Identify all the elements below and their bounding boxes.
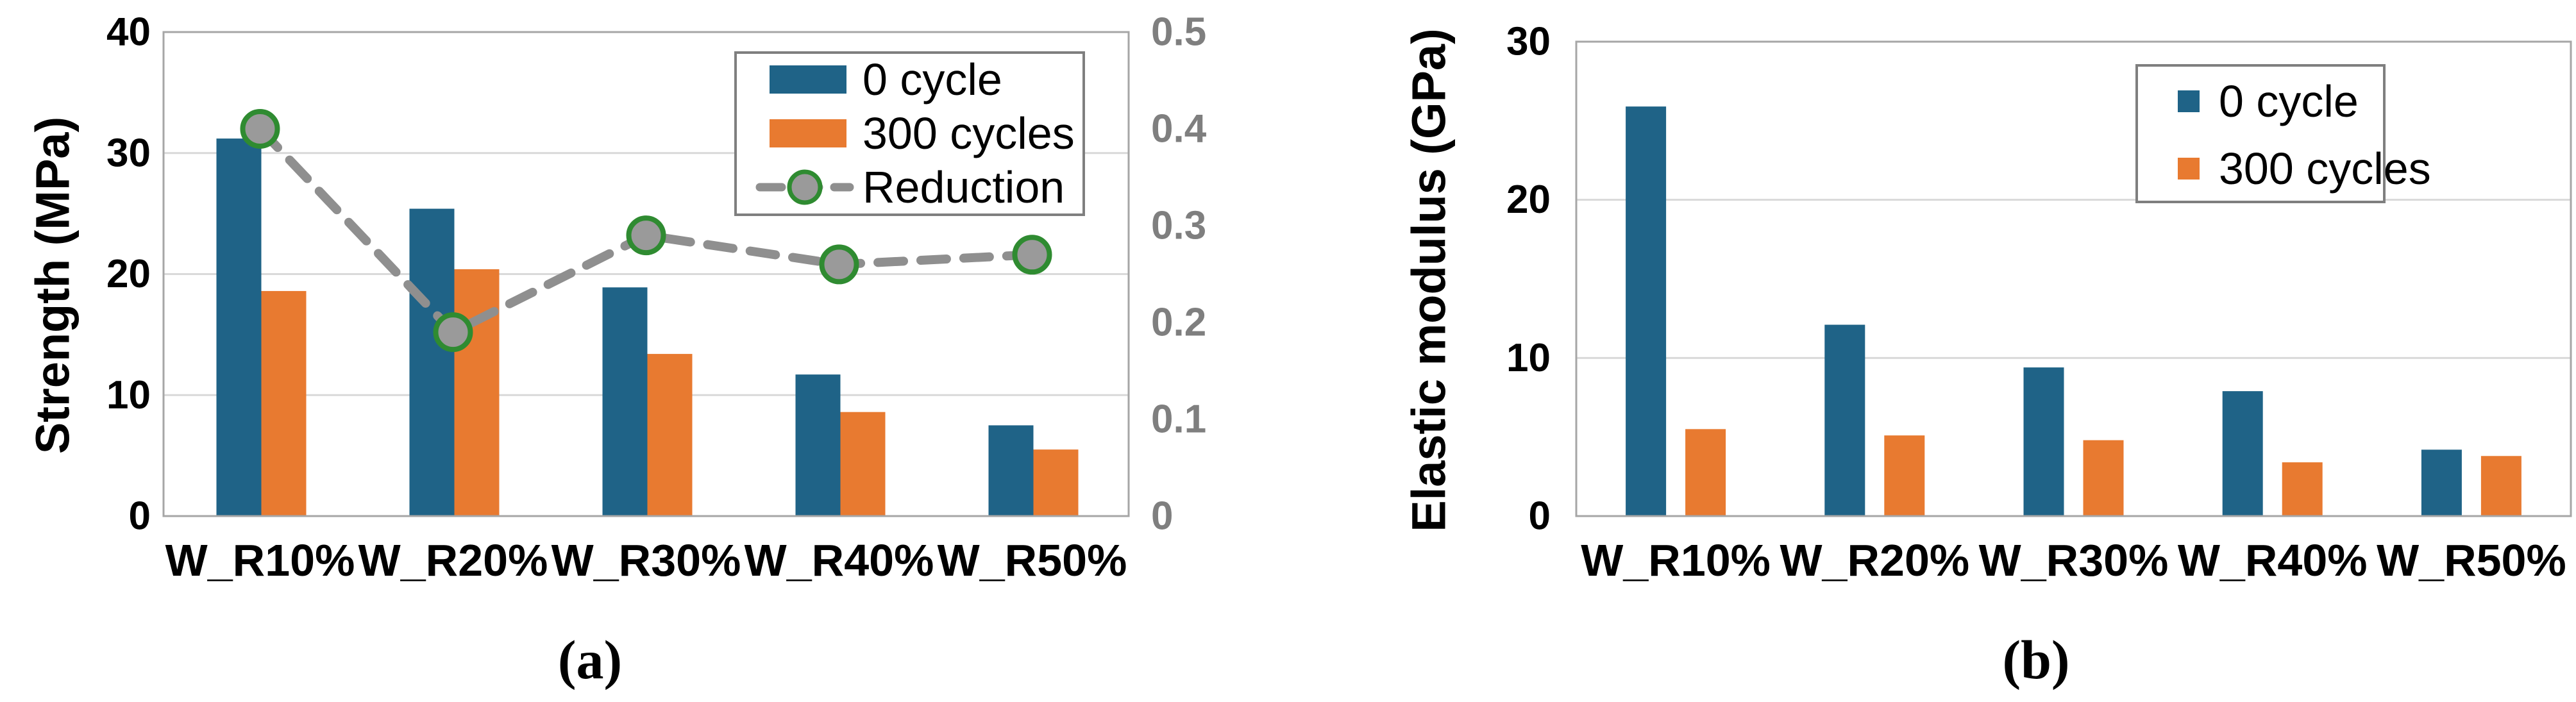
- bar-0-cycle: [795, 374, 841, 516]
- bar-0-cycle: [216, 138, 262, 517]
- x-axis-category-label: W_R10%: [1581, 535, 1771, 585]
- plot-border: [1575, 40, 2572, 517]
- reduction-marker: [433, 312, 473, 353]
- legend-label: 0 cycle: [2219, 76, 2359, 126]
- secondary-axis-tick-label: 0.3: [1151, 204, 1206, 248]
- chart-b-y-axis-title: Elastic modulus (GPa): [1402, 28, 1456, 531]
- bar-300-cycles: [1033, 449, 1079, 516]
- legend-swatch-1: [2178, 158, 2200, 180]
- legend-swatch-0: [2178, 90, 2200, 112]
- legend-label: 0 cycle: [863, 54, 1002, 104]
- y-axis-tick-label: 20: [106, 252, 151, 296]
- x-axis-category-label: W_R30%: [1979, 535, 2169, 585]
- x-axis-category-label: W_R20%: [1780, 535, 1969, 585]
- bar-series-0: [216, 138, 1034, 517]
- y-axis-tick-label: 10: [106, 373, 151, 417]
- bar-0-cycle: [2222, 391, 2263, 516]
- bar-0-cycle: [1824, 324, 1865, 516]
- bar-0-cycle: [2023, 367, 2064, 516]
- y-axis-tick-label: 0: [129, 494, 151, 539]
- legend-label: 300 cycles: [863, 108, 1075, 158]
- bar-300-cycles: [454, 269, 500, 516]
- chart-a-caption: (a): [558, 629, 622, 690]
- legend-swatch-0: [770, 65, 846, 94]
- bar-300-cycles: [261, 290, 307, 516]
- chart-b-elastic-modulus: 0 10 20 30 W_R10% W_R20% W_R30% W_R40% W_R50% 0 c…: [1402, 20, 2572, 690]
- bar-series-0: [1626, 106, 2462, 517]
- y-axis-tick-label: 30: [1506, 20, 1551, 64]
- reduction-marker: [240, 109, 280, 149]
- bar-0-cycle: [602, 287, 648, 516]
- chart-b-caption: (b): [2002, 629, 2069, 690]
- bar-300-cycles: [840, 412, 886, 516]
- bar-0-cycle: [409, 208, 455, 516]
- reduction-marker: [819, 244, 859, 285]
- bar-series-1: [261, 269, 1079, 516]
- legend-label: Reduction: [863, 162, 1065, 212]
- secondary-axis-tick-label: 0.5: [1151, 10, 1206, 54]
- bar-0-cycle: [988, 425, 1034, 516]
- y-axis-tick-label: 10: [1506, 336, 1551, 380]
- bar-0-cycle: [1626, 106, 1667, 517]
- bar-300-cycles: [2282, 462, 2323, 516]
- bar-0-cycle: [2421, 449, 2462, 516]
- y-axis-tick-label: 40: [106, 10, 151, 54]
- bar-series-1: [1685, 429, 2521, 516]
- x-axis-category-label: W_R40%: [2178, 535, 2368, 585]
- plot-border: [162, 31, 1130, 517]
- x-axis-category-label: W_R20%: [358, 535, 548, 585]
- x-axis-category-label: W_R50%: [938, 535, 1127, 585]
- legend: 0 cycle 300 cycles: [2135, 64, 2431, 203]
- secondary-axis-tick-label: 0.2: [1151, 301, 1206, 345]
- y-axis-tick-label: 20: [1506, 178, 1551, 222]
- reduction-marker: [626, 215, 666, 256]
- x-axis-category-label: W_R50%: [2377, 535, 2566, 585]
- secondary-axis-tick-label: 0.4: [1151, 107, 1207, 151]
- legend-reduction-key-marker: [787, 169, 823, 205]
- chart-a-y-axis-title: Strength (MPa): [26, 117, 80, 454]
- x-axis-category-label: W_R30%: [551, 535, 741, 585]
- legend-label: 300 cycles: [2219, 144, 2431, 194]
- secondary-axis-tick-label: 0: [1151, 494, 1173, 539]
- bar-300-cycles: [2083, 440, 2124, 516]
- bar-300-cycles: [1685, 429, 1726, 516]
- legend-swatch-1: [770, 119, 846, 147]
- reduction-marker: [1012, 235, 1052, 275]
- y-axis-tick-label: 30: [106, 131, 151, 175]
- y-axis-tick-label: 0: [1529, 494, 1551, 539]
- bar-300-cycles: [647, 354, 693, 516]
- bar-300-cycles: [2480, 456, 2521, 516]
- reduction-line-series: [240, 109, 1052, 353]
- x-axis-category-label: W_R40%: [745, 535, 934, 585]
- chart-b-plot-area: 0 10 20 30 W_R10% W_R20% W_R30% W_R40% W_R50% 0 c…: [1506, 20, 2572, 585]
- x-axis-category-label: W_R10%: [165, 535, 355, 585]
- gridlines: [1576, 199, 2571, 359]
- bar-300-cycles: [1884, 435, 1925, 516]
- secondary-axis-tick-label: 0.1: [1151, 397, 1206, 442]
